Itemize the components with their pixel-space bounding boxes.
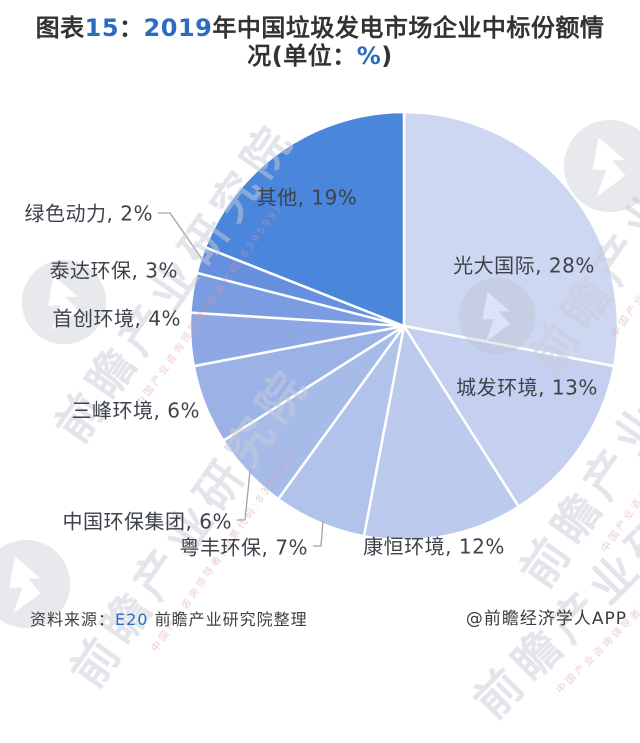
slice-label-康恒环境: 康恒环境, 12% bbox=[363, 534, 505, 559]
slice-label-首创环境: 首创环境, 4% bbox=[52, 306, 181, 331]
title-part: ) bbox=[381, 42, 393, 71]
title-part: 况(单位： bbox=[247, 42, 357, 71]
credit-text: @前瞻经济学人APP bbox=[465, 609, 627, 629]
slice-label-绿色动力: 绿色动力, 2% bbox=[24, 201, 153, 226]
title-part: 2019 bbox=[143, 14, 213, 42]
chart-title: 图表15：2019年中国垃圾发电市场企业中标份额情 况(单位：%) bbox=[0, 14, 640, 71]
slice-label-光大国际: 光大国际, 28% bbox=[453, 253, 595, 278]
chart-title-line2: 况(单位：%) bbox=[0, 42, 640, 70]
chart-title-line1: 图表15：2019年中国垃圾发电市场企业中标份额情 bbox=[0, 14, 640, 42]
leader-line-中国环保集团 bbox=[237, 470, 251, 521]
slice-label-三峰环境: 三峰环境, 6% bbox=[71, 398, 200, 423]
source-line: 资料来源：E20 前瞻产业研究院整理 bbox=[30, 606, 308, 630]
slice-label-城发环境: 城发环境, 13% bbox=[456, 375, 598, 400]
slice-label-中国环保集团: 中国环保集团, 6% bbox=[62, 509, 232, 534]
pie-slice-城发环境 bbox=[402, 324, 616, 508]
title-part: 图表 bbox=[35, 14, 85, 42]
leader-line-粤丰环保 bbox=[313, 520, 324, 547]
pie-slice-康恒环境 bbox=[362, 324, 520, 542]
source-part: 资料来源： bbox=[30, 610, 116, 629]
slice-label-泰达环保: 泰达环保, 3% bbox=[49, 258, 178, 283]
pie-slice-其他 bbox=[203, 110, 406, 328]
title-part: ： bbox=[119, 14, 144, 42]
slice-labels-layer: 光大国际, 28% 城发环境, 13% 康恒环境, 12% 粤丰环保, 7% 中国环保集… bbox=[24, 185, 598, 560]
slice-label-其他: 其他, 19% bbox=[256, 185, 358, 210]
pie-slice-光大国际 bbox=[402, 110, 620, 368]
title-part: 年中国垃圾发电市场企业中标份额情 bbox=[212, 14, 605, 42]
slice-label-粤丰环保: 粤丰环保, 7% bbox=[179, 535, 308, 560]
title-part: 15 bbox=[84, 14, 120, 42]
source-part: E20 bbox=[115, 610, 149, 629]
title-part: % bbox=[356, 42, 382, 71]
source-part: 前瞻产业研究院整理 bbox=[148, 610, 308, 629]
leader-line-绿色动力 bbox=[158, 212, 203, 260]
pie-chart bbox=[158, 110, 620, 547]
